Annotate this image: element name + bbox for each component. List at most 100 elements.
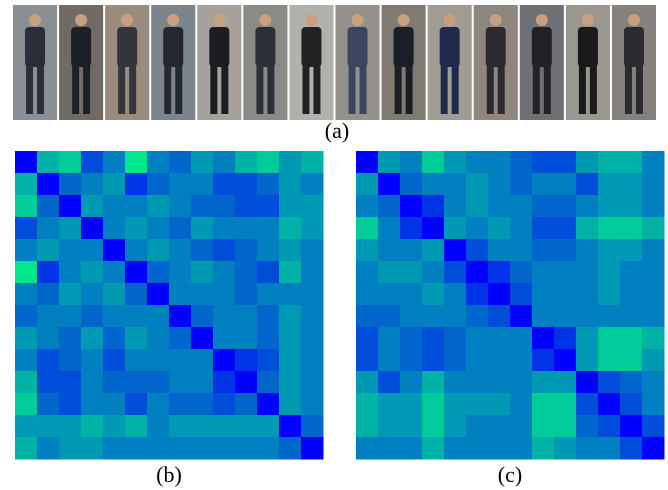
person-leg <box>590 66 597 114</box>
heatmap-cell <box>356 327 379 350</box>
heatmap-cell <box>15 393 38 416</box>
heatmap-cell <box>488 217 511 240</box>
heatmap-cell <box>532 261 555 284</box>
photo <box>289 5 333 120</box>
person-leg <box>441 66 448 114</box>
person-leg <box>313 66 320 114</box>
heatmap-cell <box>125 261 148 284</box>
heatmap-cell <box>576 283 599 306</box>
heatmap-cell <box>125 239 148 262</box>
heatmap-cell <box>444 305 467 328</box>
heatmap-cell <box>378 327 401 350</box>
heatmap-cell <box>191 195 214 218</box>
heatmap-cell <box>598 349 621 372</box>
heatmap-cell <box>356 217 379 240</box>
heatmap-cell <box>488 173 511 196</box>
heatmap-cell <box>257 415 280 438</box>
heatmap-cell <box>466 151 489 174</box>
heatmap-cell <box>191 283 214 306</box>
heatmap-cell <box>169 327 192 350</box>
heatmap-cell <box>356 283 379 306</box>
heatmap-cell <box>103 305 126 328</box>
heatmap-cell <box>598 195 621 218</box>
heatmap-cell <box>15 283 38 306</box>
heatmap-cell <box>213 151 236 174</box>
person-leg <box>360 66 367 114</box>
heatmap-cell <box>532 349 555 372</box>
photo <box>474 5 518 120</box>
heatmap-cell <box>576 327 599 350</box>
heatmap-cell <box>620 283 643 306</box>
person-leg <box>118 66 125 114</box>
heatmap-cell <box>422 173 445 196</box>
heatmap-cell <box>37 393 60 416</box>
heatmap-cell <box>257 151 280 174</box>
heatmap-cell <box>103 261 126 284</box>
heatmap-cell <box>466 217 489 240</box>
heatmap-cell <box>103 415 126 438</box>
heatmap-cell <box>15 415 38 438</box>
heatmap-cell <box>191 437 214 460</box>
heatmap-cell <box>532 393 555 416</box>
heatmap-cell <box>466 195 489 218</box>
heatmap-cell <box>125 305 148 328</box>
heatmap-cell <box>257 217 280 240</box>
heatmap-cell <box>213 415 236 438</box>
heatmap-cell <box>642 217 665 240</box>
heatmap-cell <box>257 437 280 460</box>
heatmap-cell <box>488 239 511 262</box>
heatmap-cell <box>554 371 577 394</box>
heatmap-cell <box>81 261 104 284</box>
heatmap-cell <box>37 305 60 328</box>
heatmap-cell <box>378 151 401 174</box>
heatmap-cell <box>642 393 665 416</box>
heatmap-cell <box>103 217 126 240</box>
person-body <box>578 27 598 67</box>
person-leg <box>164 66 171 114</box>
heatmap-cell <box>257 283 280 306</box>
heatmap-cell <box>642 195 665 218</box>
heatmap-cell <box>642 371 665 394</box>
photo-strip <box>13 5 656 120</box>
heatmap-cell <box>356 261 379 284</box>
heatmap-cell <box>235 349 258 372</box>
person-body <box>440 27 460 67</box>
heatmap-cell <box>37 217 60 240</box>
heatmap-cell <box>81 173 104 196</box>
heatmap-cell <box>598 415 621 438</box>
heatmap-cell <box>257 349 280 372</box>
heatmap-cell <box>81 349 104 372</box>
heatmap-cell <box>532 217 555 240</box>
heatmap-cell <box>191 415 214 438</box>
heatmap-cell <box>620 371 643 394</box>
heatmap-cell <box>301 261 324 284</box>
heatmap-cell <box>59 195 82 218</box>
heatmap-cell <box>213 195 236 218</box>
heatmap-cell <box>466 349 489 372</box>
photo <box>566 5 610 120</box>
heatmap-cell <box>598 393 621 416</box>
heatmap-cell <box>554 305 577 328</box>
person-head <box>121 14 133 26</box>
heatmap-cell <box>37 371 60 394</box>
person-head <box>29 14 41 26</box>
heatmap-cell <box>554 393 577 416</box>
heatmap-cell <box>59 173 82 196</box>
heatmap-cell <box>37 283 60 306</box>
heatmap-cell <box>15 305 38 328</box>
heatmap-cell <box>125 327 148 350</box>
heatmap-cell <box>488 305 511 328</box>
heatmap-cell <box>598 305 621 328</box>
heatmap-cell <box>59 371 82 394</box>
heatmap-cell <box>81 327 104 350</box>
photo <box>243 5 287 120</box>
heatmap-cell <box>576 349 599 372</box>
heatmap-cell <box>191 173 214 196</box>
heatmap-cell <box>81 437 104 460</box>
heatmap-cell <box>213 393 236 416</box>
heatmap-cell <box>598 217 621 240</box>
heatmap-cell <box>400 415 423 438</box>
photo <box>105 5 149 120</box>
heatmap-cell <box>510 415 533 438</box>
heatmap-cell <box>378 195 401 218</box>
